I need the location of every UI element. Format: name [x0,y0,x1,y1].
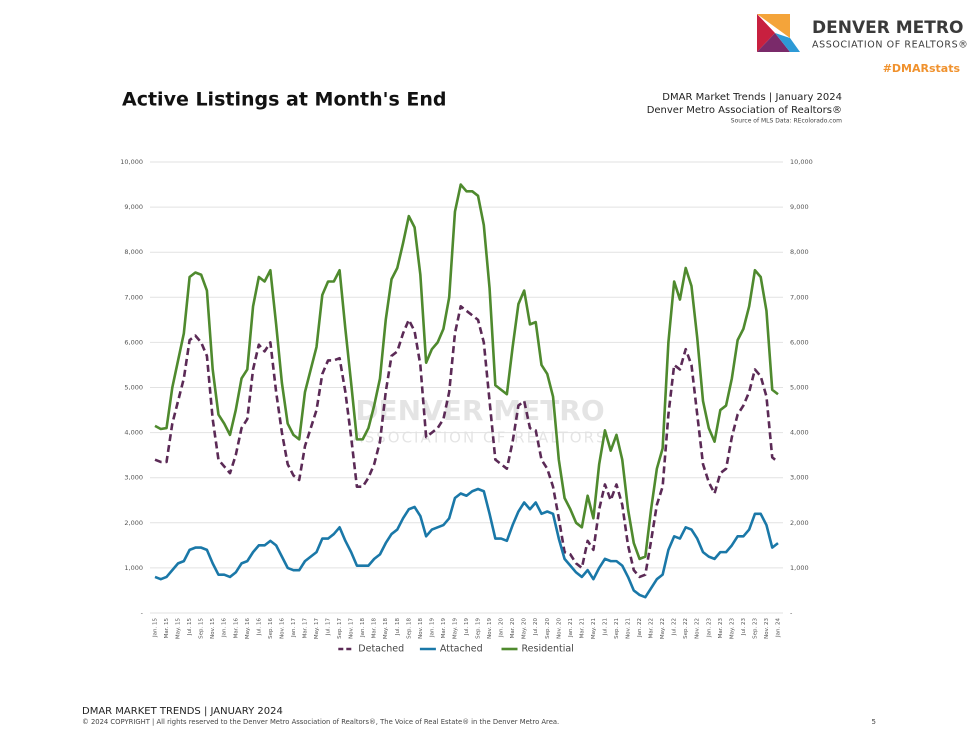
legend-label: Attached [440,644,483,655]
x-tick-label: Jul. 22 [672,618,678,636]
y2-tick-label: 10,000 [790,158,813,166]
y-tick-label: 4,000 [124,429,143,437]
logo-subtitle: ASSOCIATION OF REALTORS® [812,40,968,51]
legend-label: Residential [522,644,574,655]
hashtag: #DMARstats [883,62,961,75]
x-tick-label: May. 22 [660,618,666,639]
x-tick-label: Sep. 23 [752,618,758,639]
y-tick-label: - [141,609,144,617]
source: Source of MLS Data: REcolorado.com [731,118,842,125]
x-tick-label: Sep. 17 [337,618,343,639]
y2-tick-label: 1,000 [790,564,809,572]
x-tick-label: Jan. 21 [568,618,574,638]
y-tick-label: 6,000 [124,338,143,346]
y-tick-label: 9,000 [124,203,143,211]
x-tick-label: Jul. 15 [187,618,193,637]
x-tick-label: Jul. 23 [741,618,747,637]
x-tick-label: Mar. 16 [233,618,239,639]
series-line [154,305,779,579]
x-tick-label: Nov. 22 [695,618,701,639]
x-tick-label: May. 20 [522,618,528,640]
legend-label: Detached [358,644,404,655]
x-tick-label: Nov. 21 [626,618,632,639]
x-tick-label: Sep. 19 [476,618,482,639]
x-tick-label: May. 17 [314,618,320,640]
x-tick-label: Sep. 15 [199,618,205,639]
x-tick-label: May. 16 [245,618,251,640]
y2-tick-label: 4,000 [790,429,809,437]
x-tick-label: Nov. 20 [556,618,562,639]
y2-tick-label: 7,000 [790,293,809,301]
x-tick-label: May. 23 [729,618,735,640]
x-tick-label: Jul. 17 [326,618,332,637]
x-tick-label: Nov. 23 [764,618,770,639]
x-tick-label: Jan. 15 [153,618,159,638]
x-tick-label: Nov. 15 [210,618,216,639]
x-tick-label: Sep. 22 [683,618,689,639]
x-tick-label: Sep. 20 [545,618,551,639]
watermark: DENVER METRO [355,394,604,427]
footer-title: DMAR MARKET TRENDS | JANUARY 2024 [82,706,283,717]
y2-tick-label: 9,000 [790,203,809,211]
page-number: 5 [872,718,876,726]
report-name: DMAR Market Trends | January 2024 [662,92,842,103]
x-tick-label: Mar. 15 [164,618,170,639]
chart-title: Active Listings at Month's End [122,89,446,111]
x-tick-label: Jan. 17 [291,618,297,638]
y-tick-label: 1,000 [124,564,143,572]
x-tick-label: Mar. 22 [649,618,655,638]
series-line [154,183,779,561]
x-tick-label: Nov. 19 [487,618,493,639]
x-tick-label: Nov. 18 [418,618,424,639]
x-tick-label: Jul. 21 [602,618,608,636]
y-tick-label: 10,000 [120,158,143,166]
x-tick-label: Jul. 18 [395,618,401,637]
series-line [154,487,779,599]
y2-tick-label: 6,000 [790,338,809,346]
plot: - - 1,000 1,000 2,000 2,000 3,000 3,000 4,000 4,0… [120,158,813,655]
y-tick-label: 8,000 [124,248,143,256]
y2-tick-label: 5,000 [790,384,809,392]
y-tick-label: 2,000 [124,519,143,527]
x-tick-label: Mar. 18 [372,618,378,639]
logo-title: DENVER METRO [812,18,963,38]
logo-mark [757,14,800,52]
y-tick-label: 3,000 [124,474,143,482]
x-tick-label: Jan. 19 [429,618,435,638]
x-tick-label: Jul. 16 [256,618,262,637]
x-tick-label: May. 19 [452,618,458,640]
copyright: © 2024 COPYRIGHT | All rights reserved t… [82,718,559,726]
x-tick-label: Mar. 19 [441,618,447,639]
x-tick-label: Jan. 23 [706,618,712,638]
y2-tick-label: - [790,609,793,617]
x-tick-label: May. 18 [383,618,389,640]
x-tick-label: Nov. 17 [349,618,355,639]
y2-tick-label: 2,000 [790,519,809,527]
watermark: ASSOCIATION OF REALTORS [352,429,607,447]
org-name: Denver Metro Association of Realtors® [647,105,842,116]
x-tick-label: Mar. 21 [579,618,585,638]
x-tick-label: Mar. 23 [718,618,724,639]
x-tick-label: Nov. 16 [279,618,285,639]
x-tick-label: Sep. 18 [406,618,412,639]
x-tick-label: Jan. 16 [222,618,228,638]
x-tick-label: Sep. 16 [268,618,274,639]
x-tick-label: Jan. 18 [360,618,366,638]
x-tick-label: Jan. 24 [776,618,782,638]
x-tick-label: Jul. 19 [464,618,470,637]
y-tick-label: 7,000 [124,293,143,301]
x-tick-label: May. 21 [591,618,597,639]
x-tick-label: Mar. 17 [302,618,308,639]
x-tick-label: Jul. 20 [533,618,539,637]
x-tick-label: Mar. 20 [510,618,516,639]
x-tick-label: Jan. 20 [499,618,505,638]
x-tick-label: Jan. 22 [637,618,643,638]
y-tick-label: 5,000 [124,384,143,392]
y2-tick-label: 3,000 [790,474,809,482]
x-tick-label: May. 15 [176,618,182,640]
y2-tick-label: 8,000 [790,248,809,256]
x-tick-label: Sep. 21 [614,618,620,639]
